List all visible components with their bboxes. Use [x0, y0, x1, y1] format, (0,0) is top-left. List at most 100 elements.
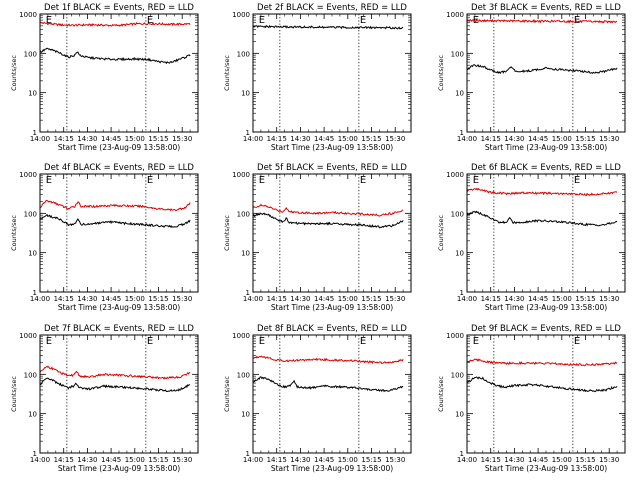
- x-tick-label: 15:00: [125, 295, 145, 303]
- x-tick-label: 15:15: [575, 456, 595, 464]
- y-tick-label: 100: [451, 371, 464, 379]
- panel-title: Det 6f BLACK = Events, RED = LLD: [471, 163, 621, 173]
- y-tick-label: 100: [24, 210, 37, 218]
- y-tick-label: 10: [455, 90, 464, 98]
- event-marker: E: [360, 15, 366, 26]
- event-marker: E: [259, 175, 265, 186]
- y-axis-label: Counts/sec: [223, 376, 231, 412]
- y-axis-label: Counts/sec: [10, 55, 18, 91]
- panel-title: Det 1f BLACK = Events, RED = LLD: [44, 3, 194, 13]
- series-line-events: [252, 24, 404, 30]
- panel-title: Det 3f BLACK = Events, RED = LLD: [471, 3, 621, 13]
- y-tick-label: 10: [455, 411, 464, 419]
- plot-frame: [252, 13, 412, 133]
- series-line-events: [39, 47, 191, 65]
- x-tick-label: 15:30: [385, 295, 405, 303]
- series-line-lld: [466, 18, 618, 24]
- plot-frame: [252, 334, 412, 454]
- x-tick-label: 15:15: [148, 135, 168, 143]
- x-tick-label: 15:00: [552, 135, 572, 143]
- x-axis-label: Start Time (23-Aug-09 13:58:00): [271, 303, 393, 312]
- panel-title: Det 5f BLACK = Events, RED = LLD: [257, 163, 407, 173]
- y-axis-label: Counts/sec: [437, 376, 445, 412]
- x-axis-label: Start Time (23-Aug-09 13:58:00): [58, 143, 180, 152]
- x-tick-label: 14:45: [314, 135, 334, 143]
- y-axis-label: Counts/sec: [10, 215, 18, 251]
- series-line-events: [252, 212, 404, 229]
- panel-2: Det 2f BLACK = Events, RED = LLD E E 1 10 100…: [223, 3, 412, 152]
- x-tick-label: 15:30: [172, 135, 192, 143]
- panel-title: Det 2f BLACK = Events, RED = LLD: [257, 3, 407, 13]
- event-marker: E: [46, 336, 52, 347]
- y-tick-label: 1: [246, 289, 250, 297]
- series-line-lld: [39, 21, 191, 27]
- x-tick-label: 14:15: [481, 456, 501, 464]
- x-tick-label: 14:15: [481, 135, 501, 143]
- x-axis-label: Start Time (23-Aug-09 13:58:00): [58, 464, 180, 473]
- x-tick-label: 14:15: [481, 295, 501, 303]
- x-axis-label: Start Time (23-Aug-09 13:58:00): [271, 143, 393, 152]
- x-tick-label: 15:30: [172, 456, 192, 464]
- x-tick-label: 15:00: [552, 456, 572, 464]
- x-tick-label: 15:30: [385, 456, 405, 464]
- x-tick-label: 14:45: [528, 456, 548, 464]
- x-tick-label: 14:15: [267, 295, 287, 303]
- x-tick-label: 14:15: [267, 135, 287, 143]
- y-tick-label: 10: [241, 90, 250, 98]
- x-tick-label: 14:45: [314, 295, 334, 303]
- x-tick-label: 15:15: [148, 456, 168, 464]
- x-axis-label: Start Time (23-Aug-09 13:58:00): [58, 303, 180, 312]
- y-tick-label: 100: [237, 50, 250, 58]
- y-tick-label: 10: [241, 411, 250, 419]
- plot-frame: [39, 173, 199, 293]
- x-tick-label: 15:00: [125, 135, 145, 143]
- event-marker: E: [147, 175, 153, 186]
- x-tick-label: 15:00: [552, 295, 572, 303]
- y-tick-label: 1000: [446, 171, 464, 179]
- panel-title: Det 4f BLACK = Events, RED = LLD: [44, 163, 194, 173]
- x-tick-label: 14:45: [101, 456, 121, 464]
- event-marker: E: [473, 336, 479, 347]
- panel-8: Det 8f BLACK = Events, RED = LLD E E 1 10 100…: [223, 324, 412, 473]
- x-tick-label: 14:45: [528, 135, 548, 143]
- y-tick-label: 1: [246, 129, 250, 137]
- y-tick-label: 100: [24, 371, 37, 379]
- event-marker: E: [360, 175, 366, 186]
- x-tick-label: 14:30: [504, 456, 524, 464]
- x-tick-label: 15:00: [338, 456, 358, 464]
- y-tick-label: 10: [28, 250, 37, 258]
- y-tick-label: 10: [241, 250, 250, 258]
- y-tick-label: 100: [24, 50, 37, 58]
- x-tick-label: 15:15: [575, 135, 595, 143]
- x-axis-label: Start Time (23-Aug-09 13:58:00): [271, 464, 393, 473]
- y-tick-label: 100: [451, 50, 464, 58]
- y-tick-label: 10: [28, 411, 37, 419]
- y-axis-label: Counts/sec: [223, 215, 231, 251]
- x-tick-label: 14:00: [30, 295, 50, 303]
- series-line-lld: [39, 365, 191, 380]
- plot-frame: [466, 13, 626, 133]
- y-tick-label: 1000: [19, 332, 37, 340]
- x-tick-label: 14:30: [290, 456, 310, 464]
- y-axis-label: Counts/sec: [223, 55, 231, 91]
- x-tick-label: 14:00: [243, 135, 263, 143]
- x-tick-label: 15:30: [599, 456, 619, 464]
- y-tick-label: 1000: [446, 11, 464, 19]
- y-tick-label: 1: [460, 289, 464, 297]
- x-axis-label: Start Time (23-Aug-09 13:58:00): [485, 143, 607, 152]
- x-tick-label: 14:00: [457, 456, 477, 464]
- x-tick-label: 14:15: [54, 456, 74, 464]
- x-tick-label: 14:45: [101, 295, 121, 303]
- x-tick-label: 14:45: [314, 456, 334, 464]
- y-tick-label: 100: [237, 210, 250, 218]
- series-line-lld: [39, 199, 191, 212]
- series-line-events: [466, 63, 618, 75]
- x-tick-label: 14:45: [528, 295, 548, 303]
- x-axis-label: Start Time (23-Aug-09 13:58:00): [485, 303, 607, 312]
- x-tick-label: 14:00: [457, 295, 477, 303]
- y-tick-label: 1000: [19, 11, 37, 19]
- plot-frame: [39, 334, 199, 454]
- x-tick-label: 15:30: [172, 295, 192, 303]
- y-tick-label: 1: [460, 450, 464, 458]
